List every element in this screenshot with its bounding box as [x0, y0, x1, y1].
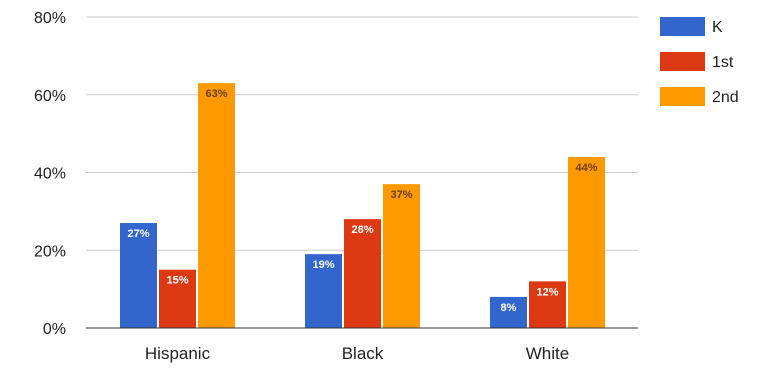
y-tick-label: 20%: [34, 243, 66, 260]
bar-hispanic-k: [120, 223, 157, 328]
y-tick-label: 0%: [43, 321, 66, 338]
legend-label-1st: 1st: [712, 54, 734, 71]
bar-black-1st: [344, 219, 381, 328]
bar-hispanic-1st: [159, 269, 196, 328]
legend: K 1st 2nd: [660, 17, 739, 106]
data-label: 15%: [166, 275, 188, 287]
x-axis-ticks: Hispanic Black White: [145, 344, 569, 363]
y-tick-label: 60%: [34, 88, 66, 105]
y-tick-label: 40%: [34, 166, 66, 183]
gridlines: [86, 16, 638, 251]
bar-hispanic-2nd: [198, 83, 235, 329]
data-label: 19%: [312, 259, 334, 271]
legend-swatch-2nd: [660, 87, 705, 106]
data-labels: 27% 15% 63% 19% 28% 37% 8% 12% 44%: [127, 88, 597, 314]
data-label: 37%: [390, 189, 412, 201]
data-label: 8%: [501, 302, 517, 314]
bar-white-1st: [529, 281, 566, 328]
x-tick-label: Hispanic: [145, 344, 211, 363]
data-label: 28%: [351, 224, 373, 236]
data-label: 27%: [127, 228, 149, 240]
legend-swatch-1st: [660, 52, 705, 71]
data-label: 44%: [575, 162, 597, 174]
legend-label-k: K: [712, 19, 723, 36]
bars: [120, 83, 605, 329]
y-axis-ticks: 0% 20% 40% 60% 80%: [34, 10, 66, 338]
data-label: 63%: [205, 88, 227, 100]
x-tick-label: White: [526, 344, 569, 363]
bar-black-k: [305, 254, 342, 328]
legend-label-2nd: 2nd: [712, 89, 739, 106]
data-label: 12%: [536, 286, 558, 298]
bar-black-2nd: [383, 184, 420, 328]
y-tick-label: 80%: [34, 10, 66, 27]
bar-white-k: [490, 296, 527, 328]
bar-white-2nd: [568, 156, 605, 328]
x-tick-label: Black: [342, 344, 384, 363]
legend-swatch-k: [660, 17, 705, 36]
